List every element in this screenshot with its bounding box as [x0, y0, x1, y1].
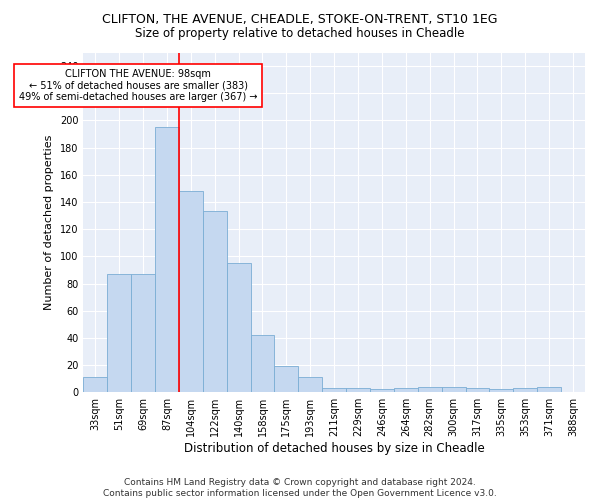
Bar [322, 388, 346, 392]
Text: Size of property relative to detached houses in Cheadle: Size of property relative to detached ho… [135, 28, 465, 40]
Y-axis label: Number of detached properties: Number of detached properties [44, 134, 54, 310]
Bar [203, 212, 227, 392]
Bar [490, 390, 514, 392]
X-axis label: Distribution of detached houses by size in Cheadle: Distribution of detached houses by size … [184, 442, 485, 455]
Bar [107, 274, 131, 392]
Bar [131, 274, 155, 392]
Bar [155, 127, 179, 392]
Bar [251, 335, 274, 392]
Bar [179, 191, 203, 392]
Bar [346, 388, 370, 392]
Text: CLIFTON, THE AVENUE, CHEADLE, STOKE-ON-TRENT, ST10 1EG: CLIFTON, THE AVENUE, CHEADLE, STOKE-ON-T… [102, 12, 498, 26]
Bar [514, 388, 537, 392]
Bar [298, 378, 322, 392]
Bar [418, 387, 442, 392]
Text: CLIFTON THE AVENUE: 98sqm
← 51% of detached houses are smaller (383)
49% of semi: CLIFTON THE AVENUE: 98sqm ← 51% of detac… [19, 69, 257, 102]
Bar [537, 387, 561, 392]
Text: Contains HM Land Registry data © Crown copyright and database right 2024.
Contai: Contains HM Land Registry data © Crown c… [103, 478, 497, 498]
Bar [370, 390, 394, 392]
Bar [274, 366, 298, 392]
Bar [83, 378, 107, 392]
Bar [227, 263, 251, 392]
Bar [442, 387, 466, 392]
Bar [394, 388, 418, 392]
Bar [466, 388, 490, 392]
